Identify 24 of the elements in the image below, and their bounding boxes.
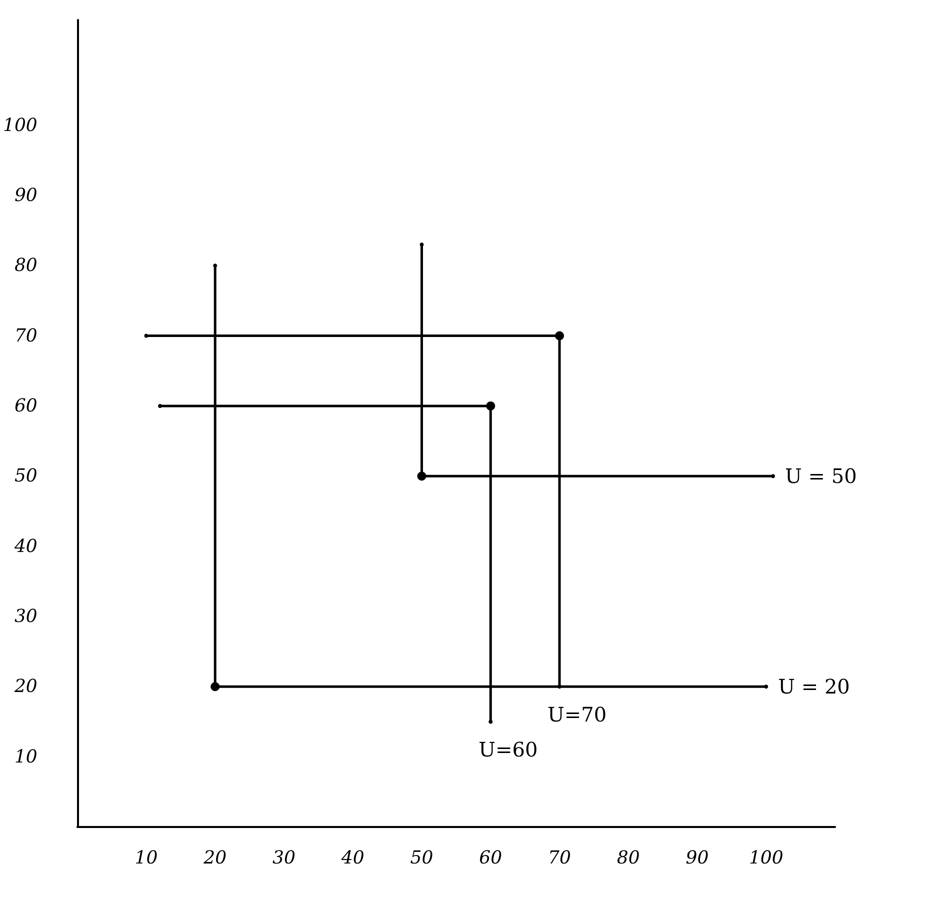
y-tick-label: 20	[13, 676, 38, 698]
y-tick-label: 70	[14, 325, 38, 346]
series-label: U=60	[478, 738, 538, 762]
x-tick-label: 40	[340, 848, 364, 868]
series-label: U=70	[547, 702, 607, 727]
x-tick-label: 30	[272, 848, 296, 868]
y-tick-label: 60	[14, 395, 38, 416]
x-tick-label: 70	[548, 848, 571, 868]
x-tick-label: 50	[410, 848, 434, 868]
y-tick-label: 10	[14, 746, 38, 768]
x-tick-label: 80	[616, 848, 640, 868]
y-tick-label: 90	[14, 184, 38, 206]
x-tick-label: 100	[748, 848, 784, 868]
y-tick-label: 40	[13, 536, 38, 557]
x-tick-label: 90	[686, 848, 709, 868]
x-tick-label: 60	[479, 848, 502, 868]
series-label: U = 50	[785, 464, 857, 488]
series-label: U = 20	[778, 674, 850, 699]
x-tick-label: 20	[202, 848, 227, 868]
y-tick-label: 30	[14, 606, 38, 627]
y-tick-label: 80	[14, 255, 38, 276]
x-tick-label: 10	[134, 848, 158, 868]
y-tick-label: 50	[14, 466, 38, 487]
y-tick-label: 100	[2, 114, 38, 136]
